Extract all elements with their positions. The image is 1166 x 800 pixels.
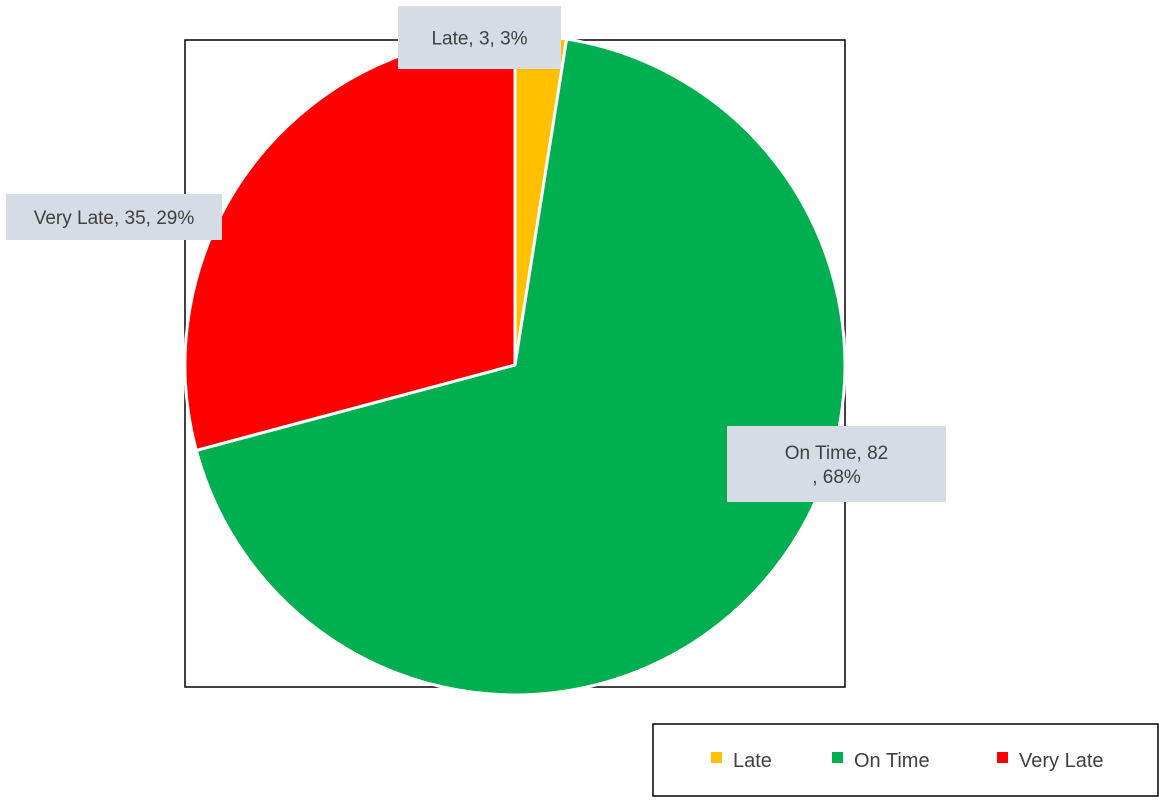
legend-swatch (711, 752, 722, 763)
legend-item-very-late: Very Late (997, 750, 1104, 772)
legend-label: Late (733, 750, 772, 772)
data-label-background (398, 6, 561, 69)
data-label-background (6, 194, 222, 240)
legend-swatch (832, 752, 843, 763)
data-label-text: Very Late, 35, 29% (34, 208, 195, 229)
legend-item-late: Late (711, 750, 772, 772)
data-label-background (727, 426, 946, 502)
legend-label: On Time (854, 750, 930, 772)
data-label-very-late: Very Late, 35, 29% (6, 194, 222, 240)
data-labels: Late, 3, 3% On Time, 82 , 68% Very Late, 35… (6, 6, 946, 502)
data-label-text: On Time, 82 (785, 443, 889, 464)
legend-label: Very Late (1019, 750, 1104, 772)
legend-item-on-time: On Time (832, 750, 930, 772)
pie-slice-on-time (194, 37, 847, 697)
data-label-text: Late, 3, 3% (431, 29, 527, 50)
legend-swatch (997, 752, 1008, 763)
legend: Late On Time Very Late (652, 723, 1159, 797)
pie-slices (183, 33, 847, 697)
data-label-late: Late, 3, 3% (398, 6, 561, 69)
legend-box (652, 723, 1159, 797)
data-label-text: , 68% (812, 467, 861, 488)
data-label-on-time: On Time, 82 , 68% (727, 426, 946, 502)
